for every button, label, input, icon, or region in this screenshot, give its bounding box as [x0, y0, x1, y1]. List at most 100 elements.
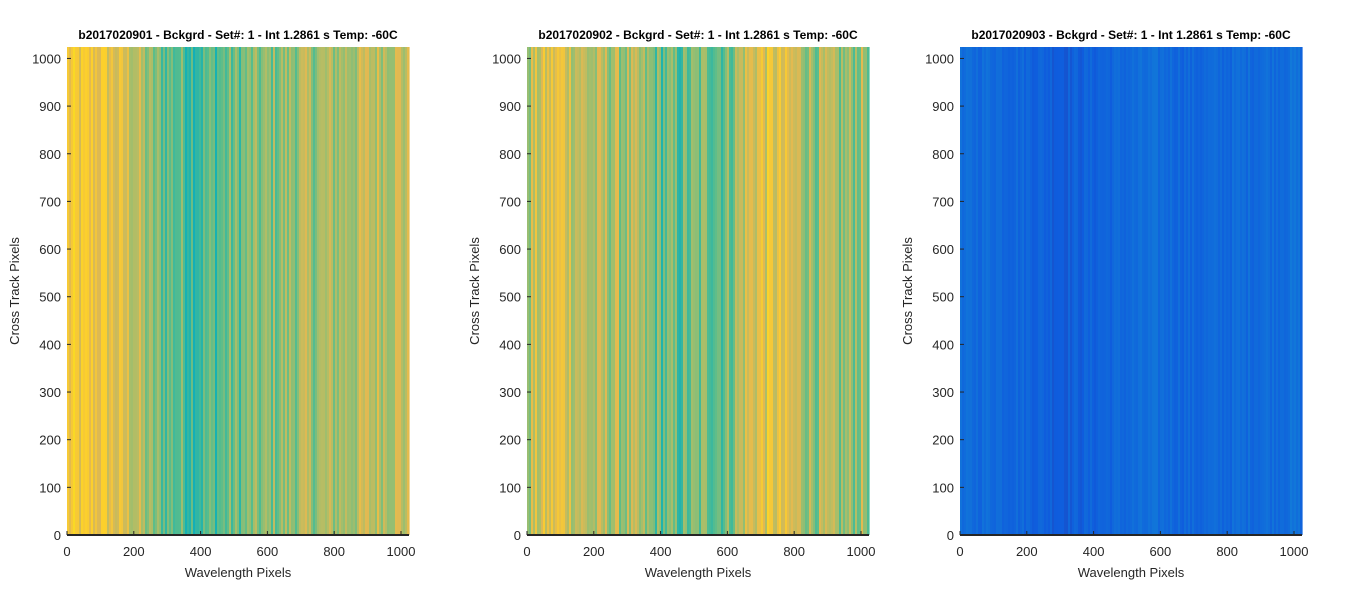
heatmap-column: [739, 47, 742, 535]
panel-2-x-axis-label: Wavelength Pixels: [645, 565, 752, 580]
heatmap-column: [143, 47, 146, 535]
heatmap-column: [1220, 47, 1223, 535]
x-tick-label: 800: [783, 544, 805, 559]
heatmap-column: [385, 47, 388, 535]
heatmap-column: [391, 47, 394, 535]
heatmap-column: [1230, 47, 1233, 535]
heatmap-column: [107, 47, 110, 535]
heatmap-column: [121, 47, 124, 535]
heatmap-column: [1118, 47, 1121, 535]
heatmap-column: [353, 47, 356, 535]
heatmap-column: [966, 47, 969, 535]
heatmap-column: [821, 47, 824, 535]
heatmap-column: [1208, 47, 1211, 535]
heatmap-column: [857, 47, 860, 535]
heatmap-column: [265, 47, 268, 535]
heatmap-column: [1252, 47, 1255, 535]
heatmap-column: [745, 47, 748, 535]
heatmap-column: [1116, 47, 1119, 535]
heatmap-column: [1222, 47, 1225, 535]
heatmap-column: [393, 47, 396, 535]
heatmap-column: [845, 47, 848, 535]
y-tick-label: 1000: [32, 51, 61, 66]
heatmap-column: [1244, 47, 1247, 535]
heatmap-column: [77, 47, 80, 535]
heatmap-column: [81, 47, 84, 535]
heatmap-column: [257, 47, 260, 535]
heatmap-column: [245, 47, 248, 535]
heatmap-column: [1272, 47, 1275, 535]
heatmap-column: [575, 47, 578, 535]
heatmap-column: [1132, 47, 1135, 535]
x-tick-label: 400: [1083, 544, 1105, 559]
heatmap-column: [807, 47, 810, 535]
heatmap-column: [295, 47, 298, 535]
heatmap-column: [241, 47, 244, 535]
heatmap-column: [1148, 47, 1151, 535]
heatmap-column: [1056, 47, 1059, 535]
heatmap-column: [843, 47, 846, 535]
heatmap-column: [603, 47, 606, 535]
heatmap-column: [1018, 47, 1021, 535]
heatmap-column: [647, 47, 650, 535]
panel-2-y-axis-label: Cross Track Pixels: [467, 237, 482, 345]
heatmap-column: [187, 47, 190, 535]
heatmap-column: [115, 47, 118, 535]
heatmap-column: [131, 47, 134, 535]
y-tick-label: 700: [499, 194, 521, 209]
heatmap-column: [761, 47, 764, 535]
heatmap-column: [79, 47, 82, 535]
heatmap-column: [1004, 47, 1007, 535]
heatmap-column: [567, 47, 570, 535]
heatmap-column: [593, 47, 596, 535]
heatmap-column: [557, 47, 560, 535]
x-tick-label: 800: [1216, 544, 1238, 559]
heatmap-column: [1008, 47, 1011, 535]
heatmap-column: [1178, 47, 1181, 535]
heatmap-column: [271, 47, 274, 535]
heatmap-column: [793, 47, 796, 535]
heatmap-column: [841, 47, 844, 535]
heatmap-column: [617, 47, 620, 535]
heatmap-column: [853, 47, 856, 535]
y-tick-label: 600: [39, 242, 61, 257]
heatmap-column: [383, 47, 386, 535]
heatmap-column: [309, 47, 312, 535]
heatmap-column: [661, 47, 664, 535]
heatmap-column: [355, 47, 358, 535]
heatmap-column: [655, 47, 658, 535]
heatmap-column: [1232, 47, 1235, 535]
heatmap-column: [161, 47, 164, 535]
heatmap-column: [717, 47, 720, 535]
heatmap-column: [1282, 47, 1285, 535]
x-tick-label: 400: [650, 544, 672, 559]
heatmap-column: [331, 47, 334, 535]
heatmap-column: [1068, 47, 1071, 535]
heatmap-column: [203, 47, 206, 535]
y-tick-label: 700: [932, 194, 954, 209]
heatmap-column: [1102, 47, 1105, 535]
heatmap-column: [205, 47, 208, 535]
heatmap-column: [183, 47, 186, 535]
x-tick-label: 400: [190, 544, 212, 559]
heatmap-column: [339, 47, 342, 535]
heatmap-column: [1254, 47, 1257, 535]
heatmap-column: [689, 47, 692, 535]
heatmap-column: [731, 47, 734, 535]
heatmap-column: [221, 47, 224, 535]
panel-3-title: b2017020903 - Bckgrd - Set#: 1 - Int 1.2…: [971, 28, 1291, 42]
heatmap-column: [297, 47, 300, 535]
heatmap-column: [1092, 47, 1095, 535]
heatmap-column: [1122, 47, 1125, 535]
heatmap-column: [1186, 47, 1189, 535]
heatmap-column: [669, 47, 672, 535]
y-tick-label: 1000: [925, 51, 954, 66]
x-tick-label: 200: [123, 544, 145, 559]
heatmap-column: [1104, 47, 1107, 535]
heatmap-column: [71, 47, 74, 535]
heatmap-column: [1114, 47, 1117, 535]
heatmap-column: [819, 47, 822, 535]
heatmap-column: [659, 47, 662, 535]
heatmap-column: [749, 47, 752, 535]
